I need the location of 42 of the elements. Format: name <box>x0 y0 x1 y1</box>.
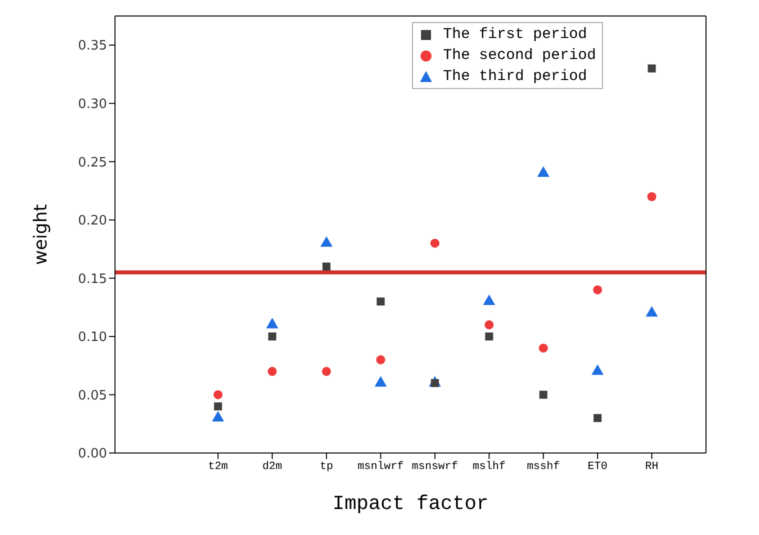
x-tick-label: tp <box>320 460 334 473</box>
y-tick-label: 0.20 <box>78 214 107 229</box>
point <box>374 376 387 387</box>
point <box>376 355 386 364</box>
y-tick-label: 0.30 <box>78 97 107 112</box>
point <box>322 262 330 271</box>
y-tick-label: 0.05 <box>78 388 107 404</box>
x-tick-label: msnswrf <box>412 460 458 473</box>
point <box>647 192 656 202</box>
legend-label: The third period <box>442 67 587 87</box>
x-tick-label: RH <box>645 460 658 473</box>
point <box>214 402 222 410</box>
x-tick-label: msshf <box>526 460 560 473</box>
y-tick-label: 0.10 <box>78 330 107 346</box>
point <box>593 285 602 294</box>
point <box>268 332 276 340</box>
point <box>430 238 440 248</box>
y-axis-title: weight <box>30 204 52 265</box>
point <box>214 390 223 400</box>
x-tick-label: d2m <box>262 460 283 473</box>
point <box>212 411 224 422</box>
y-tick-label: 0.35 <box>78 38 107 54</box>
x-tick-label: msnlwrf <box>358 460 404 473</box>
x-tick-label: mslhf <box>472 460 506 473</box>
point <box>485 332 494 340</box>
point <box>268 366 277 376</box>
y-tick-label: 0.25 <box>78 155 107 170</box>
point <box>322 366 331 376</box>
point <box>648 64 656 72</box>
legend-label: The first period <box>442 25 587 45</box>
x-tick-label: ET0 <box>588 460 608 473</box>
x-axis-title: Impact factor <box>332 493 489 516</box>
point <box>539 390 548 399</box>
legend-label: The second period <box>442 46 596 66</box>
point <box>594 414 602 422</box>
y-tick-label: 0.00 <box>78 446 107 462</box>
point <box>376 298 385 306</box>
x-tick-label: t2m <box>208 460 228 473</box>
y-tick-label: 0.15 <box>78 272 107 287</box>
point <box>538 344 548 353</box>
point <box>646 306 658 317</box>
point <box>484 320 494 330</box>
